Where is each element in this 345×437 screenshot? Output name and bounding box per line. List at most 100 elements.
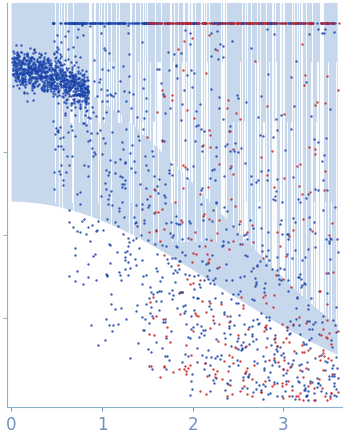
Point: [104, 271, 109, 277]
Point: [210, 206, 216, 213]
Point: [159, 241, 165, 248]
Point: [320, 350, 325, 357]
Point: [202, 19, 207, 26]
Point: [236, 220, 241, 227]
Point: [155, 182, 160, 189]
Point: [255, 320, 260, 327]
Point: [60, 81, 66, 88]
Point: [244, 229, 250, 236]
Point: [67, 19, 72, 26]
Point: [278, 216, 284, 223]
Point: [274, 345, 279, 352]
Point: [69, 93, 74, 100]
Point: [32, 66, 37, 73]
Point: [287, 364, 292, 371]
Point: [259, 309, 264, 316]
Point: [144, 195, 149, 202]
Point: [71, 19, 76, 26]
Point: [32, 66, 37, 73]
Point: [67, 19, 73, 26]
Point: [79, 97, 85, 104]
Point: [256, 19, 261, 26]
Point: [54, 82, 60, 89]
Point: [190, 163, 196, 170]
Point: [56, 99, 61, 106]
Point: [269, 19, 275, 26]
Point: [91, 19, 96, 26]
Point: [43, 69, 48, 76]
Point: [87, 137, 92, 144]
Point: [57, 79, 63, 86]
Point: [85, 173, 91, 180]
Point: [166, 170, 172, 177]
Point: [184, 276, 190, 283]
Point: [100, 135, 106, 142]
Point: [52, 145, 58, 152]
Point: [303, 340, 308, 347]
Point: [329, 19, 335, 26]
Point: [270, 134, 276, 141]
Point: [77, 103, 82, 110]
Point: [60, 78, 66, 85]
Point: [307, 19, 312, 26]
Point: [55, 57, 60, 64]
Point: [288, 363, 294, 370]
Point: [227, 318, 233, 325]
Point: [249, 19, 255, 26]
Point: [143, 19, 149, 26]
Point: [50, 76, 56, 83]
Point: [53, 48, 58, 55]
Point: [225, 380, 230, 387]
Point: [163, 200, 168, 207]
Point: [145, 19, 150, 26]
Point: [243, 99, 248, 106]
Point: [257, 131, 263, 138]
Point: [156, 176, 161, 183]
Point: [303, 392, 308, 399]
Point: [330, 19, 336, 26]
Point: [140, 273, 146, 280]
Point: [66, 19, 71, 26]
Point: [55, 71, 61, 78]
Point: [135, 223, 140, 230]
Point: [284, 250, 289, 257]
Point: [72, 19, 78, 26]
Point: [127, 239, 132, 246]
Point: [306, 317, 312, 324]
Point: [227, 330, 233, 337]
Point: [184, 175, 189, 182]
Point: [179, 19, 185, 26]
Point: [327, 19, 333, 26]
Point: [147, 192, 152, 199]
Point: [200, 352, 205, 359]
Point: [206, 297, 212, 304]
Point: [228, 19, 234, 26]
Point: [159, 87, 165, 94]
Point: [86, 163, 91, 170]
Point: [62, 76, 68, 83]
Point: [299, 282, 305, 289]
Point: [273, 116, 278, 123]
Point: [219, 19, 224, 26]
Point: [321, 367, 326, 374]
Point: [29, 87, 34, 94]
Point: [56, 89, 61, 96]
Point: [50, 90, 56, 97]
Point: [243, 230, 249, 237]
Point: [71, 100, 77, 107]
Point: [246, 372, 251, 379]
Point: [10, 65, 16, 72]
Point: [43, 63, 48, 70]
Point: [162, 180, 168, 187]
Point: [188, 219, 193, 226]
Point: [132, 169, 138, 176]
Point: [337, 19, 342, 26]
Point: [141, 19, 147, 26]
Point: [168, 104, 173, 111]
Point: [239, 384, 244, 391]
Point: [264, 321, 269, 328]
Point: [247, 217, 253, 224]
Point: [17, 57, 22, 64]
Point: [207, 325, 213, 332]
Point: [127, 265, 133, 272]
